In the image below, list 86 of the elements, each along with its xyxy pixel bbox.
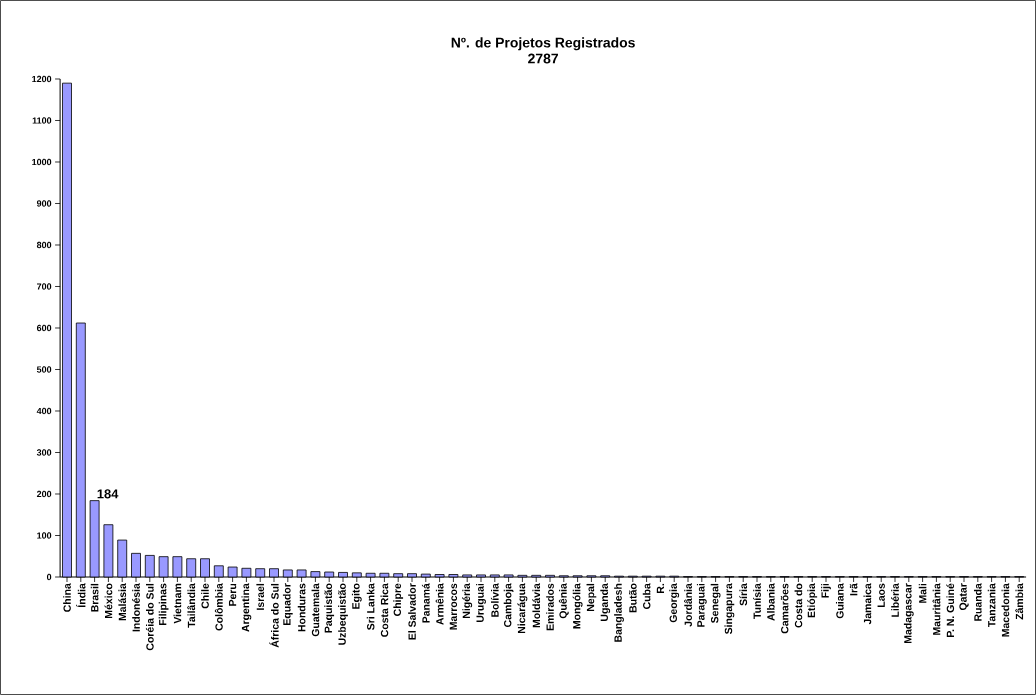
x-tick-label: Nigéria bbox=[462, 583, 473, 618]
x-tick-label: Brasil bbox=[90, 583, 99, 612]
y-tick-label: 200 bbox=[36, 490, 52, 498]
x-tick-label: Costa do bbox=[794, 583, 803, 628]
y-tick-label: 700 bbox=[37, 283, 52, 290]
x-tick-label: Guiana bbox=[835, 583, 844, 619]
x-tick-label: Mali bbox=[918, 583, 927, 603]
x-tick-label: Nepal bbox=[586, 583, 597, 611]
y-tick-label: 400 bbox=[36, 407, 52, 415]
x-tick-label: Tailândia bbox=[187, 583, 196, 628]
x-tick-label: P. N. Guiné bbox=[946, 583, 955, 637]
x-tick-label: Argentina bbox=[241, 583, 252, 632]
x-tick-label: Malásia bbox=[118, 583, 127, 621]
x-tick-label: Indonésia bbox=[132, 583, 140, 632]
x-tick-label: Etiópia bbox=[807, 583, 818, 618]
y-tick-label: 300 bbox=[36, 449, 52, 456]
x-tick-label: Colômbia bbox=[214, 583, 223, 631]
x-tick-label: Honduras bbox=[297, 583, 306, 632]
x-tick-label: Guatemala bbox=[311, 583, 320, 637]
x-tick-label: Chipre bbox=[393, 583, 404, 616]
x-tick-label: Filipinas bbox=[158, 583, 169, 625]
x-tick-label: Coréia do Sul bbox=[145, 583, 154, 651]
x-tick-label: Paquistão bbox=[324, 583, 335, 633]
x-tick-label: Tanzania bbox=[987, 583, 996, 628]
x-tick-label: Vietnam bbox=[173, 583, 182, 624]
x-tick-label: Jamaica bbox=[863, 583, 872, 625]
x-tick-label: Camarões bbox=[780, 583, 789, 634]
x-tick-label: Zâmbia bbox=[1015, 583, 1024, 620]
x-tick-label: Irã bbox=[849, 583, 858, 596]
x-tick-label: Mongólia bbox=[572, 583, 583, 629]
x-tick-label: Paraguai bbox=[696, 583, 707, 627]
x-tick-label: África do Sul bbox=[269, 583, 279, 648]
x-tick-label: Bangladesh bbox=[614, 583, 624, 642]
x-tick-label: Moldávia bbox=[532, 583, 541, 628]
x-tick-label: Butão bbox=[628, 583, 637, 613]
chart-title: Nº. de Projetos Registrados bbox=[451, 37, 635, 51]
x-tick-label: Egito bbox=[351, 583, 362, 609]
x-tick-label: Cuba bbox=[642, 583, 651, 609]
x-tick-label: Ruanda bbox=[973, 583, 982, 621]
x-tick-label: Marrocos bbox=[449, 583, 458, 630]
y-tick-label: 500 bbox=[36, 366, 52, 373]
y-tick-label: 900 bbox=[36, 200, 52, 207]
x-tick-label: Jordânia bbox=[684, 583, 692, 627]
y-tick-label: 800 bbox=[36, 241, 52, 249]
x-tick-label: Fiji bbox=[821, 583, 831, 598]
x-tick-label: Índia bbox=[76, 583, 86, 608]
x-tick-label: Emirados bbox=[546, 583, 554, 631]
x-tick-label: Albania bbox=[766, 583, 775, 621]
x-tick-label: Nicarágua bbox=[517, 583, 528, 634]
x-tick-label: Chile bbox=[201, 583, 209, 609]
x-tick-label: R. bbox=[656, 583, 664, 593]
x-tick-label: Uruguai bbox=[476, 583, 486, 623]
x-tick-label: China bbox=[63, 583, 71, 612]
chart-subtitle: 2787 bbox=[528, 53, 558, 64]
x-tick-label: Armênia bbox=[435, 583, 444, 625]
x-tick-label: Israel bbox=[256, 583, 265, 610]
y-tick-label: 100 bbox=[37, 532, 52, 539]
x-tick-label: Qatar bbox=[959, 583, 969, 611]
x-tick-label: Singapura bbox=[724, 583, 735, 635]
x-tick-label: Tunísia bbox=[753, 583, 761, 619]
x-tick-label: Quênia bbox=[558, 583, 569, 619]
x-tick-label: Libéria bbox=[891, 583, 899, 617]
y-tick-label: 600 bbox=[36, 324, 52, 332]
x-tick-label: Uzbequistão bbox=[338, 583, 348, 645]
x-tick-label: Camboja bbox=[503, 583, 514, 627]
x-tick-label: Madagascar bbox=[903, 583, 914, 643]
x-tick-label: Georgia bbox=[669, 583, 680, 623]
x-tick-label: Peru bbox=[228, 583, 237, 606]
x-tick-label: Macedonia bbox=[1001, 583, 1010, 637]
x-tick-label: Bolívia bbox=[490, 583, 499, 617]
x-tick-label: Panamá bbox=[421, 583, 430, 623]
y-tick-label: 1200 bbox=[32, 75, 52, 83]
x-tick-label: Equador bbox=[282, 583, 293, 625]
x-tick-label: Sri Lanka bbox=[366, 583, 375, 630]
y-tick-label: 1000 bbox=[32, 158, 52, 166]
x-tick-label: Costa Rica bbox=[380, 583, 389, 637]
x-tick-label: Uganda bbox=[600, 583, 611, 621]
x-tick-label: Mauritânia bbox=[932, 583, 941, 635]
x-tick-label: El Salvador bbox=[408, 583, 416, 640]
data-label: 184 bbox=[97, 489, 119, 499]
x-tick-label: Síria bbox=[739, 583, 748, 606]
x-tick-label: Laos bbox=[877, 583, 885, 607]
y-tick-label: 1100 bbox=[32, 117, 52, 124]
x-tick-label: México bbox=[104, 583, 113, 618]
x-tick-label: Senegal bbox=[710, 583, 721, 624]
y-tick-label: 0 bbox=[46, 573, 52, 581]
